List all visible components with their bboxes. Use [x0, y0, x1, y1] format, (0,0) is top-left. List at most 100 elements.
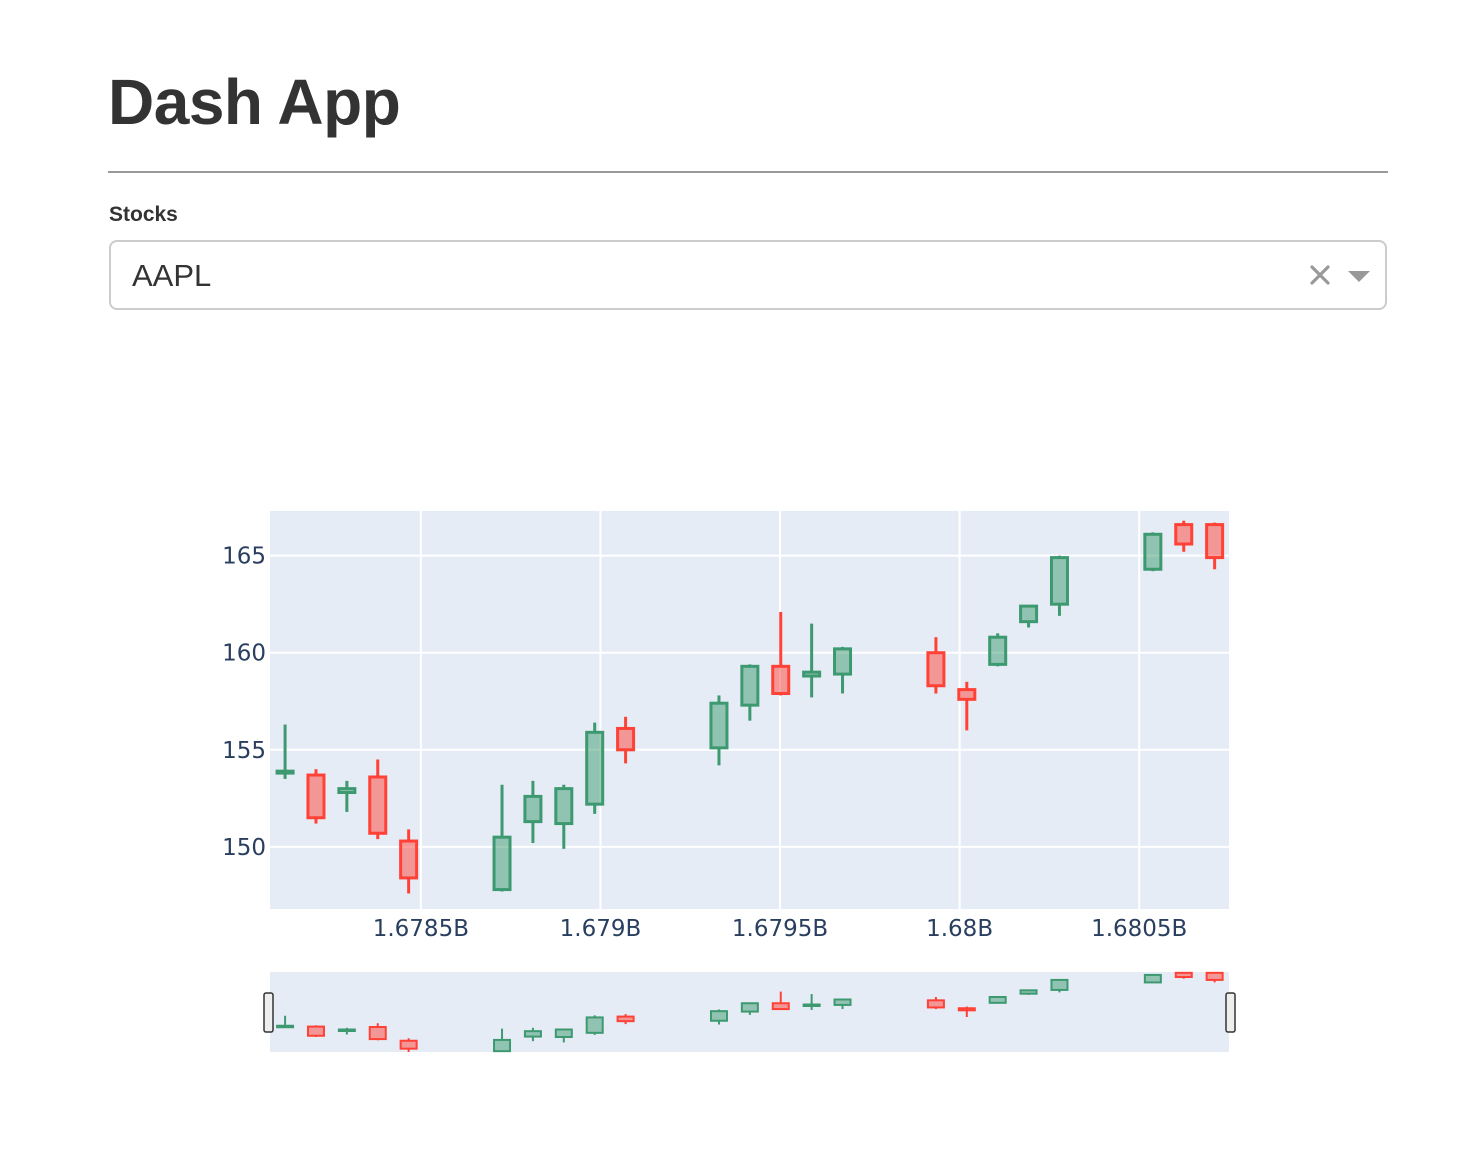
range-slider-right-handle[interactable]	[1225, 992, 1236, 1033]
candle	[616, 716, 636, 764]
slider-candle-body	[771, 1002, 790, 1011]
clear-icon[interactable]	[1308, 263, 1332, 287]
candle	[399, 829, 419, 894]
candle-body	[523, 794, 543, 824]
candle-body	[1174, 523, 1194, 546]
slider-candle	[523, 1027, 542, 1042]
slider-candle	[1019, 989, 1038, 995]
range-slider-candles	[276, 971, 1224, 1053]
slider-candle-body	[1019, 989, 1038, 995]
grid-lines	[270, 511, 1229, 909]
candle	[1205, 522, 1225, 570]
slider-candle	[802, 994, 821, 1010]
stocks-label: Stocks	[109, 203, 178, 226]
y-tick-label: 160	[222, 641, 266, 667]
slider-candle-body	[616, 1015, 635, 1023]
candle-body	[616, 726, 636, 752]
candle-body	[1143, 532, 1163, 571]
candle	[1174, 520, 1194, 552]
candle-body	[275, 769, 295, 775]
candle	[1049, 555, 1069, 616]
candle-body	[771, 664, 791, 695]
slider-candle-body	[523, 1030, 542, 1038]
slider-candle	[306, 1025, 325, 1037]
candle-body	[709, 701, 729, 750]
candle-body	[306, 773, 326, 820]
candle-body	[988, 635, 1008, 666]
slider-candle-body	[926, 999, 945, 1009]
slider-candle-body	[833, 998, 852, 1006]
candle	[337, 780, 357, 812]
candle-body	[554, 787, 574, 826]
slider-candle	[554, 1028, 573, 1043]
slider-candle	[1205, 971, 1224, 983]
slider-candle-body	[709, 1010, 728, 1022]
slider-candle-body	[802, 1003, 821, 1007]
candle	[926, 637, 946, 694]
stocks-dropdown[interactable]: AAPL	[109, 240, 1387, 310]
slider-candle-body	[1174, 971, 1193, 978]
slider-candle	[399, 1038, 418, 1052]
slider-candle-body	[1050, 978, 1069, 991]
slider-candle	[585, 1015, 604, 1035]
candle	[1143, 532, 1163, 572]
candle-body	[833, 647, 853, 676]
slider-candle	[1143, 973, 1162, 984]
stocks-dropdown-value: AAPL	[132, 258, 212, 293]
candle-body	[337, 787, 357, 795]
slider-candle	[833, 998, 852, 1010]
slider-candle-body	[399, 1039, 418, 1050]
x-tick-label: 1.6795B	[732, 916, 828, 942]
slider-candle	[276, 1015, 295, 1029]
slider-candle-body	[957, 1007, 976, 1012]
candle	[275, 724, 295, 779]
candle-body	[399, 839, 419, 880]
candle-body	[1049, 556, 1069, 606]
slider-candle-body	[1205, 971, 1224, 981]
range-slider-left-handle[interactable]	[263, 992, 274, 1033]
candle	[492, 784, 512, 892]
candle	[709, 695, 729, 766]
candle	[740, 664, 760, 721]
candle-body	[957, 688, 977, 701]
candle-body	[926, 651, 946, 688]
y-tick-label: 165	[222, 544, 266, 570]
candle	[988, 633, 1008, 667]
candle-body	[1019, 604, 1039, 624]
slider-candle-body	[368, 1026, 387, 1041]
range-slider[interactable]	[263, 971, 1236, 1053]
candle	[368, 759, 388, 840]
slider-candle	[1174, 971, 1193, 979]
candle-body	[802, 670, 822, 678]
slider-candle	[926, 997, 945, 1010]
candle	[306, 769, 326, 824]
slider-candle-body	[554, 1028, 573, 1038]
slider-candle-body	[585, 1016, 604, 1034]
slider-candle	[740, 1002, 759, 1015]
candle	[1019, 604, 1039, 628]
y-axis-ticks: 150 155 160 165	[222, 544, 266, 861]
candle	[771, 611, 791, 696]
slider-candle-body	[740, 1002, 759, 1013]
candle-body	[740, 664, 760, 707]
candle	[523, 780, 543, 843]
x-tick-label: 1.6785B	[373, 916, 469, 942]
slider-candle	[368, 1023, 387, 1041]
candles	[275, 520, 1225, 894]
slider-candle	[616, 1014, 635, 1025]
slider-candle	[337, 1027, 356, 1035]
slider-candle-body	[493, 1038, 512, 1053]
candle	[585, 722, 605, 814]
slider-candle	[493, 1028, 512, 1053]
slider-candle	[1050, 978, 1069, 993]
slider-candle-body	[988, 996, 1007, 1004]
candle	[833, 646, 853, 694]
candle	[554, 784, 574, 849]
header-divider	[108, 171, 1388, 173]
app-title: Dash App	[108, 66, 401, 138]
x-tick-label: 1.6805B	[1091, 916, 1187, 942]
candle-body	[585, 730, 605, 806]
chevron-down-icon[interactable]	[1348, 269, 1370, 283]
slider-candle	[957, 1006, 976, 1017]
